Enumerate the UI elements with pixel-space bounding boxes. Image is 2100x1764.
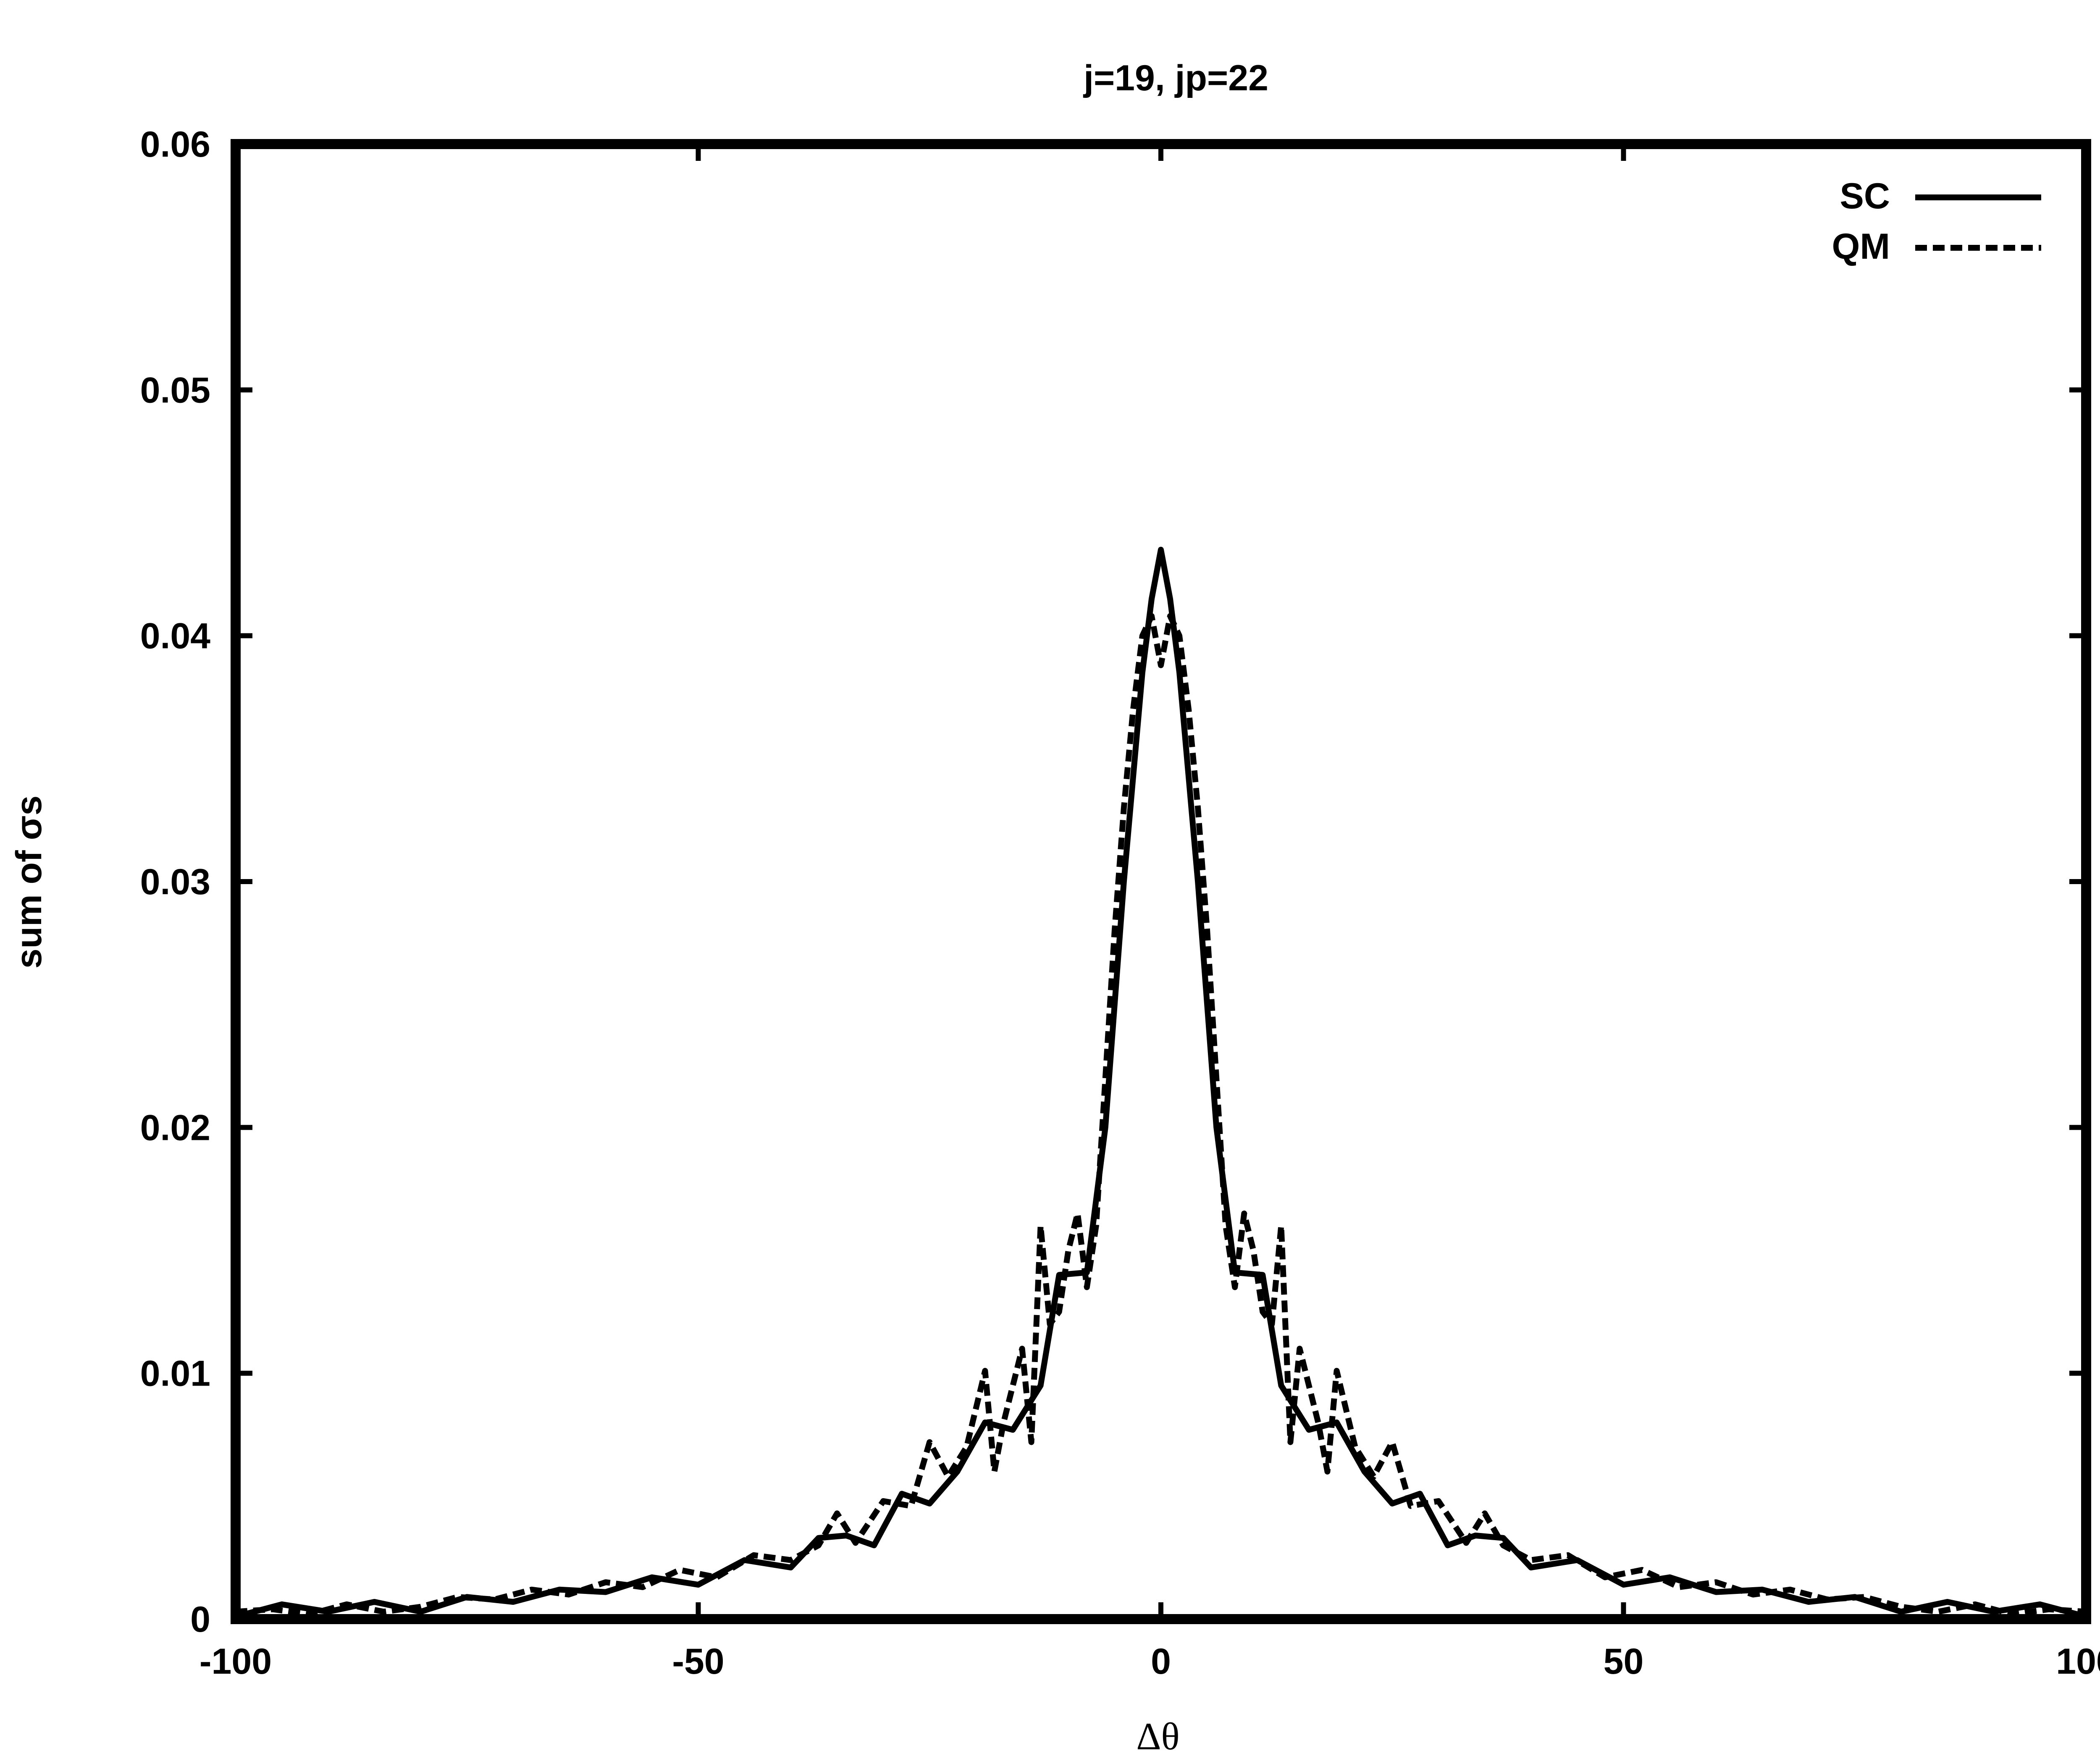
x-tick-label: -50	[672, 1641, 724, 1682]
series-line-sc	[235, 546, 2087, 1620]
series-layer	[235, 546, 2087, 1620]
x-tick-label: 0	[1151, 1641, 1171, 1682]
y-tick-label: 0	[190, 1599, 210, 1640]
y-tick-label: 0.03	[140, 862, 210, 902]
tick-labels: -100 -50 0 50 100 0 0.01 0.02 0.03 0.04 0.05 0.06	[140, 124, 2100, 1682]
legend-label-sc: SC	[1840, 176, 1890, 216]
chart-title: j=19, jp=22	[1083, 58, 1268, 98]
x-tick-label: 100	[2056, 1641, 2100, 1682]
y-axis-label: sum of σs	[9, 795, 49, 969]
y-tick-label: 0.05	[140, 370, 210, 410]
y-tick-label: 0.04	[140, 616, 211, 656]
x-tick-label: 50	[1604, 1641, 1644, 1682]
y-tick-label: 0.01	[140, 1354, 210, 1394]
y-tick-label: 0.06	[140, 124, 210, 165]
tick-marks	[233, 142, 2089, 1622]
x-axis-label: Δθ	[1136, 1715, 1179, 1758]
y-tick-label: 0.02	[140, 1108, 210, 1148]
legend-label-qm: QM	[1832, 226, 1890, 267]
x-tick-label: -100	[200, 1641, 272, 1682]
plot-frame	[231, 139, 2091, 1624]
legend: SC QM	[1832, 176, 2041, 267]
series-line-qm	[235, 613, 2087, 1617]
